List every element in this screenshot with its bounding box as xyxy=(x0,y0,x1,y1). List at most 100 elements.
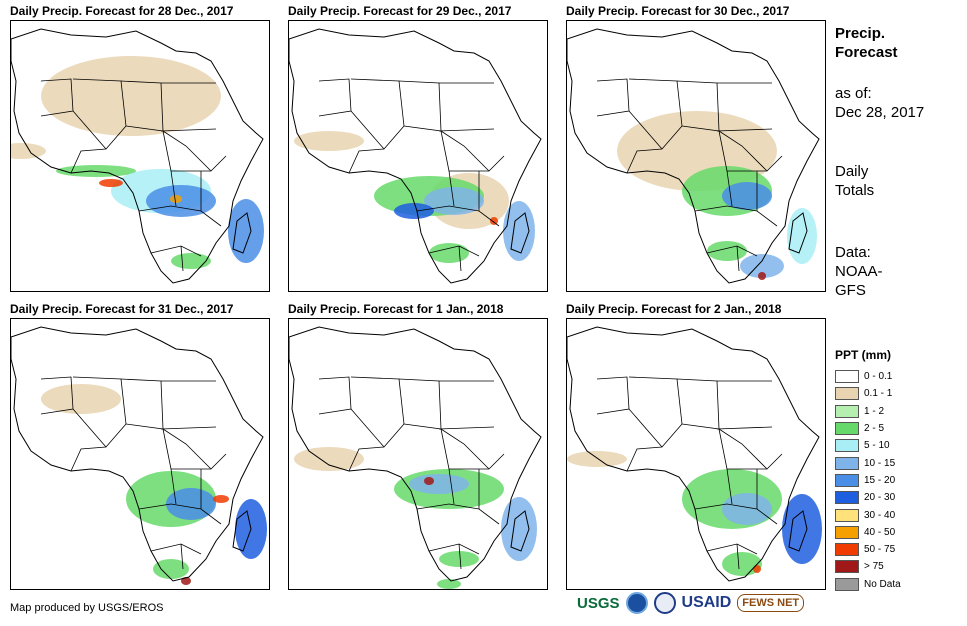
as-of-block: as of: Dec 28, 2017 xyxy=(835,84,924,122)
country-border xyxy=(681,423,728,470)
precip-area xyxy=(409,474,469,494)
panel-title: Daily Precip. Forecast for 28 Dec., 2017 xyxy=(10,4,234,18)
legend-item: 50 - 75 xyxy=(835,541,901,558)
legend-swatch xyxy=(835,456,859,470)
legend-label: 0.1 - 1 xyxy=(864,388,893,400)
country-border xyxy=(120,378,164,430)
precip-layer xyxy=(41,384,267,585)
coastline xyxy=(11,326,264,582)
legend-item: No Data xyxy=(835,576,901,593)
panel-title: Daily Precip. Forecast for 31 Dec., 2017 xyxy=(10,302,234,316)
precip-area xyxy=(171,253,211,269)
country-border xyxy=(726,170,733,207)
usaid-seal-icon xyxy=(653,592,676,614)
as-of-date: Dec 28, 2017 xyxy=(835,104,925,121)
precip-area xyxy=(294,447,364,471)
totals-line1: Daily xyxy=(835,163,869,180)
legend: PPT (mm) 0 - 0.1 0.1 - 1 1 - 2 2 - 5 5 - 10 1… xyxy=(835,348,901,593)
country-border xyxy=(718,130,768,172)
country-border xyxy=(458,543,462,570)
africa-map xyxy=(567,28,820,284)
country-border xyxy=(440,130,490,172)
coastline xyxy=(289,28,542,284)
country-border xyxy=(626,423,683,472)
country-border xyxy=(438,426,495,430)
country-border xyxy=(318,78,352,117)
precip-map xyxy=(288,318,548,590)
panel-title: Daily Precip. Forecast for 1 Jan., 2018 xyxy=(288,302,504,316)
legend-item: 1 - 2 xyxy=(835,403,901,420)
legend-swatch xyxy=(835,543,859,557)
country-border xyxy=(628,376,683,425)
legend-label: 50 - 75 xyxy=(864,544,896,556)
legend-label: 2 - 5 xyxy=(864,423,885,435)
country-border xyxy=(440,428,490,470)
precip-layer xyxy=(294,447,537,589)
country-border xyxy=(318,376,352,415)
precip-layer xyxy=(617,111,817,280)
map-credit: Map produced by USGS/EROS xyxy=(10,602,164,614)
precip-area xyxy=(153,559,189,579)
precip-area xyxy=(424,187,484,215)
legend-swatch xyxy=(835,404,859,418)
usgs-logo: USGS xyxy=(577,594,620,612)
sidebar-title: Precip. Forecast xyxy=(835,24,898,62)
legend-item: 5 - 10 xyxy=(835,437,901,454)
sidebar-title-line1: Precip. xyxy=(835,25,886,42)
legend-item: 20 - 30 xyxy=(835,489,901,506)
legend-swatch xyxy=(835,508,859,522)
precip-area xyxy=(424,477,434,485)
data-label: Data: xyxy=(835,244,871,261)
africa-map xyxy=(567,326,822,582)
precip-area xyxy=(170,195,182,203)
africa-map xyxy=(289,28,542,284)
legend-swatch xyxy=(835,422,859,436)
precip-area xyxy=(429,243,469,263)
country-border xyxy=(596,376,630,415)
data-source-block: Data: NOAA- GFS xyxy=(835,243,883,300)
legend-item: 0 - 0.1 xyxy=(835,368,901,385)
totals-line2: Totals xyxy=(835,182,875,199)
usaid-logo: USAID xyxy=(681,594,732,611)
precip-area xyxy=(11,143,46,159)
as-of-label: as of: xyxy=(835,85,872,102)
country-border xyxy=(160,426,217,430)
precip-area xyxy=(99,179,123,187)
country-border xyxy=(596,78,630,117)
precip-layer xyxy=(567,451,822,576)
precip-map xyxy=(566,318,826,590)
precip-area xyxy=(782,494,822,564)
legend-swatch xyxy=(835,560,859,574)
precip-area xyxy=(439,551,479,567)
country-border xyxy=(736,245,740,272)
precip-map xyxy=(288,20,548,292)
country-border xyxy=(628,408,663,448)
precip-map xyxy=(10,318,270,590)
precip-area xyxy=(166,488,216,520)
totals-block: Daily Totals xyxy=(835,162,874,200)
legend-swatch xyxy=(835,473,859,487)
precip-map xyxy=(10,20,270,292)
legend-swatch xyxy=(835,370,859,384)
precip-layer xyxy=(11,56,264,269)
country-border xyxy=(694,205,778,227)
country-border xyxy=(716,426,773,430)
legend-label: 1 - 2 xyxy=(864,405,885,417)
legend-rows: 0 - 0.1 0.1 - 1 1 - 2 2 - 5 5 - 10 10 - 15 15 … xyxy=(835,368,901,593)
country-border xyxy=(350,110,385,150)
madagascar-outline xyxy=(232,212,252,254)
country-border xyxy=(348,125,405,174)
country-border xyxy=(125,423,172,470)
legend-label: 10 - 15 xyxy=(864,457,896,469)
country-border xyxy=(398,378,442,430)
coastline xyxy=(567,28,820,284)
precip-area xyxy=(181,577,191,585)
legend-label: 15 - 20 xyxy=(864,474,896,486)
legend-swatch xyxy=(835,577,859,591)
precip-area xyxy=(56,165,136,177)
country-border xyxy=(72,408,107,448)
country-border xyxy=(350,376,405,425)
country-border xyxy=(736,543,740,570)
country-border xyxy=(138,205,222,227)
precip-area xyxy=(294,131,364,151)
